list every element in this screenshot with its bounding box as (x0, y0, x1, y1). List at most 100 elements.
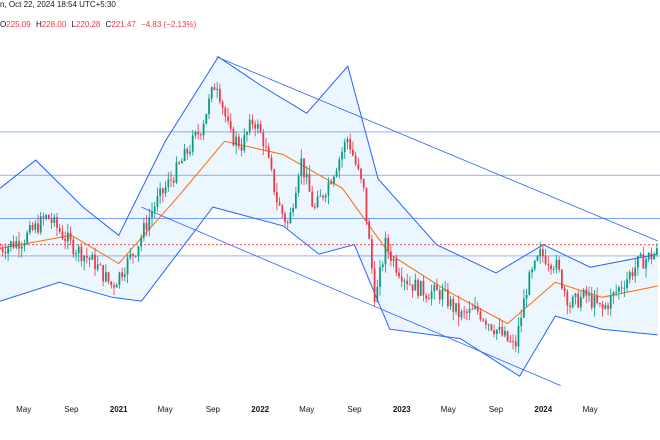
candle-body (547, 264, 550, 266)
candle-body (376, 286, 379, 302)
candle-body (552, 268, 555, 270)
candle-body (69, 232, 72, 240)
candle-body (577, 293, 580, 308)
candle-body (265, 146, 267, 148)
candle-body (308, 173, 311, 192)
candle-body (466, 311, 468, 313)
candle-body (449, 299, 452, 307)
candle-body (615, 291, 618, 293)
candle-body (593, 296, 596, 308)
candle-body (392, 258, 395, 261)
bollinger-basis-line (0, 140, 658, 325)
candle-body (85, 255, 88, 258)
candle-body (80, 246, 83, 262)
candle-body (474, 306, 476, 309)
candle-body (53, 216, 56, 223)
candle-body (0, 248, 1, 250)
candle-body (186, 148, 189, 154)
candle-body (189, 151, 191, 154)
candle-body (398, 272, 400, 277)
candle-body (639, 253, 642, 257)
low-value: 220.28 (75, 20, 101, 29)
candle-body (618, 287, 620, 292)
candle-body (574, 293, 577, 297)
candle-body (115, 284, 118, 288)
candle-body (563, 288, 566, 292)
candle-body (590, 293, 593, 308)
candle-body (607, 305, 609, 309)
candle-body (175, 162, 178, 183)
candle-body (50, 219, 53, 223)
candle-body (121, 272, 124, 277)
candle-body (9, 241, 12, 247)
candle-body (414, 279, 417, 291)
candle-body (373, 268, 376, 302)
candle-body (123, 274, 126, 277)
candle-body (256, 124, 259, 129)
candle-body (585, 289, 588, 296)
candle-body (273, 169, 276, 193)
candle-body (278, 202, 281, 206)
candle-body (523, 298, 525, 318)
candle-body (91, 254, 94, 260)
candle-body (444, 289, 447, 291)
x-tick-label: 2021 (110, 405, 128, 414)
candle-body (539, 249, 542, 257)
candle-body (409, 284, 411, 286)
candle-body (588, 293, 590, 296)
candle-body (126, 257, 129, 275)
candle-body (490, 324, 493, 331)
candle-body (259, 124, 262, 133)
candle-body (7, 246, 10, 254)
candle-body (164, 187, 167, 194)
candle-body (286, 221, 289, 224)
candle-body (284, 213, 286, 222)
candle-body (645, 259, 647, 269)
candle-body (512, 341, 514, 343)
candle-body (403, 280, 406, 282)
candle-body (142, 223, 145, 238)
candle-body (571, 296, 574, 308)
candle-body (599, 302, 601, 304)
candle-body (170, 179, 172, 181)
candle-body (313, 206, 316, 208)
candle-body (558, 259, 561, 270)
candle-body (528, 272, 531, 295)
candle-body (26, 232, 29, 244)
candle-body (452, 299, 455, 312)
candle-body (612, 292, 615, 296)
x-tick-label: May (158, 405, 173, 414)
candle-body (596, 296, 599, 303)
candle-body (324, 195, 327, 198)
candle-body (493, 330, 495, 335)
candle-body (205, 113, 208, 124)
candle-body (235, 136, 238, 146)
candle-body (520, 317, 523, 326)
x-tick-label: May (299, 405, 314, 414)
candle-body (145, 223, 148, 231)
candle-body (387, 237, 390, 252)
candle-body (642, 253, 645, 269)
candle-body (210, 87, 213, 99)
candle-body (647, 252, 650, 260)
chart-header: n, Oct 22, 2024 18:54 UTC+5:30 (0, 0, 116, 16)
candle-body (61, 231, 64, 239)
candle-body (428, 298, 430, 300)
candle-body (18, 241, 20, 249)
candle-body (623, 288, 626, 290)
candle-body (183, 148, 186, 161)
candle-body (485, 320, 487, 325)
candle-body (441, 289, 444, 300)
candle-body (172, 180, 175, 183)
candle-body (292, 208, 295, 213)
candle-body (357, 164, 360, 169)
candle-body (281, 205, 284, 214)
candle-body (582, 289, 585, 298)
candle-body (476, 306, 479, 312)
candle-body (28, 224, 31, 233)
candle-body (107, 272, 110, 282)
candle-body (433, 285, 436, 292)
candle-body (178, 162, 181, 164)
